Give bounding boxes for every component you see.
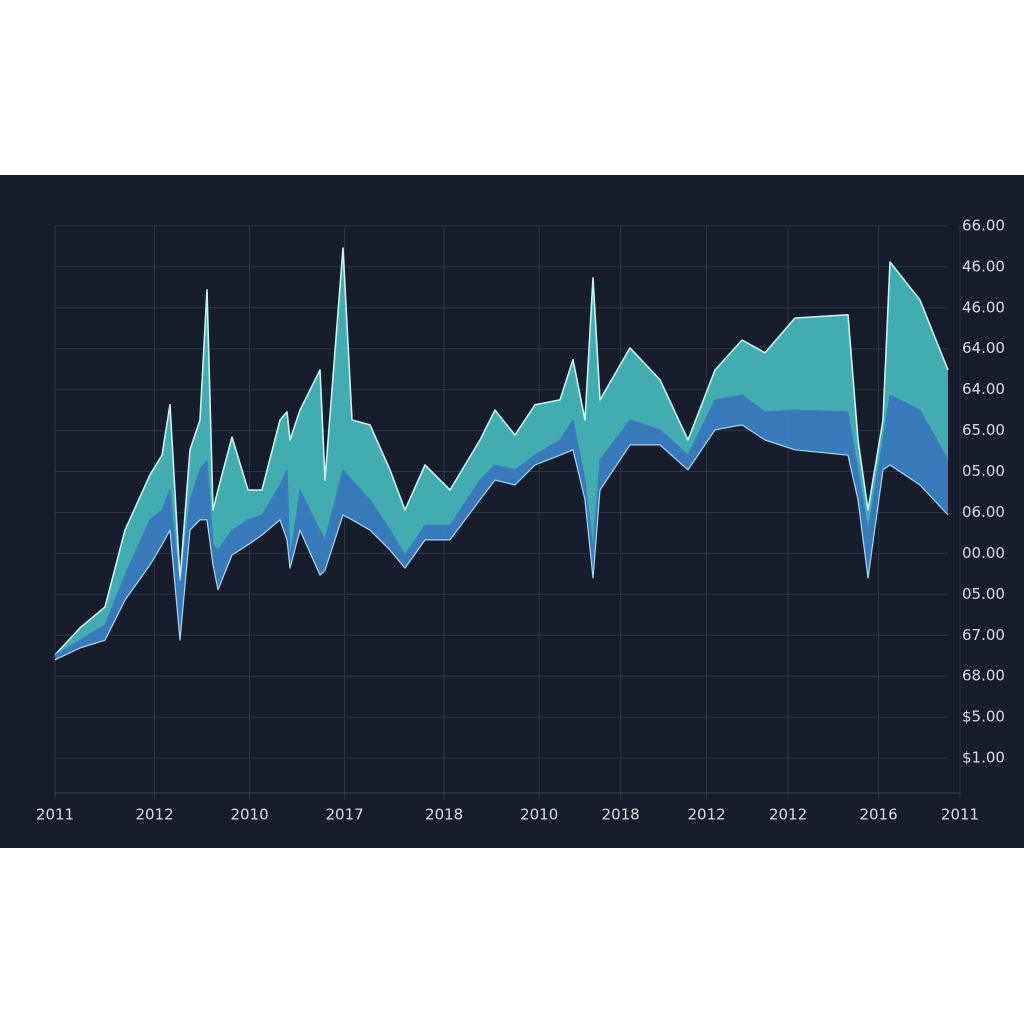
x-tick-label: 2011 bbox=[36, 806, 74, 824]
y-tick-label: 65.00 bbox=[962, 421, 1005, 439]
y-tick-label: 05.00 bbox=[962, 462, 1005, 480]
area-band bbox=[55, 248, 948, 655]
x-tick-label: 2018 bbox=[602, 806, 640, 824]
y-tick-label: 68.00 bbox=[962, 667, 1005, 685]
x-tick-label: 2017 bbox=[326, 806, 364, 824]
x-tick-label: 2012 bbox=[688, 806, 726, 824]
series-line bbox=[54, 394, 949, 656]
x-tick-label: 2012 bbox=[769, 806, 807, 824]
y-tick-label: 00.00 bbox=[962, 544, 1005, 562]
y-tick-label: 64.00 bbox=[962, 339, 1005, 357]
series-line bbox=[54, 424, 949, 661]
y-tick-label: 46.00 bbox=[962, 257, 1005, 275]
y-tick-label: 64.00 bbox=[962, 380, 1005, 398]
x-tick-label: 2010 bbox=[230, 806, 268, 824]
y-tick-label: 67.00 bbox=[962, 626, 1005, 644]
y-tick-label: 46.00 bbox=[962, 298, 1005, 316]
y-tick-label: $5.00 bbox=[962, 708, 1005, 726]
x-tick-label: 2012 bbox=[135, 806, 173, 824]
y-tick-label: 06.00 bbox=[962, 503, 1005, 521]
y-tick-label: 66.00 bbox=[962, 216, 1005, 234]
x-tick-label: 2016 bbox=[859, 806, 897, 824]
x-tick-label: 2018 bbox=[425, 806, 463, 824]
y-tick-label: $1.00 bbox=[962, 749, 1005, 767]
x-tick-label: 2010 bbox=[520, 806, 558, 824]
x-tick-label: 2011 bbox=[941, 806, 979, 824]
y-tick-label: 05.00 bbox=[962, 585, 1005, 603]
series-line bbox=[54, 247, 949, 656]
